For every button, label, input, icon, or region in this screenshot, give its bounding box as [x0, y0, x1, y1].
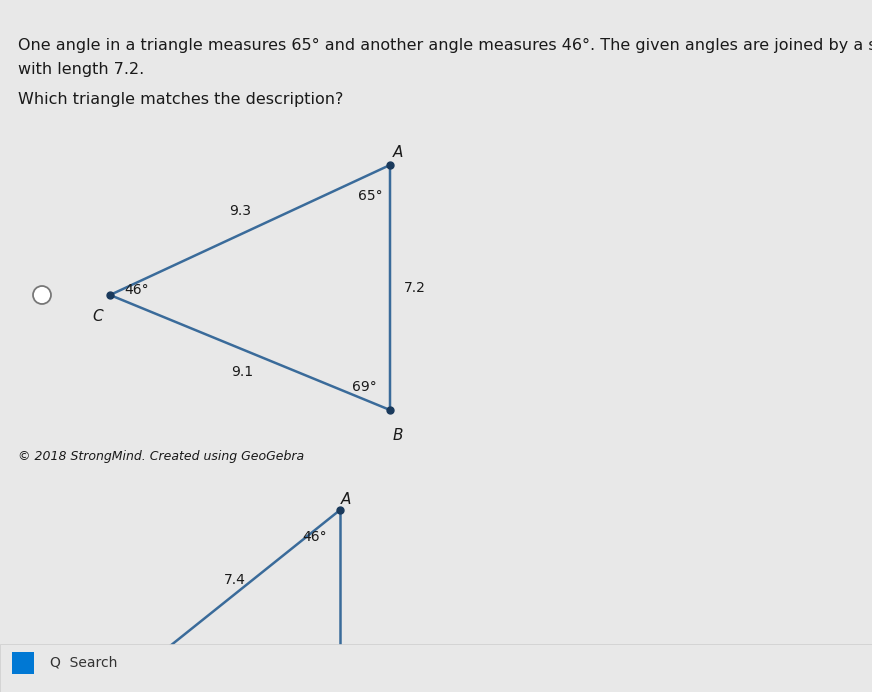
Text: C: C	[92, 309, 103, 324]
Text: Q  Search: Q Search	[50, 656, 118, 670]
Text: 46°: 46°	[302, 530, 327, 544]
Text: with length 7.2.: with length 7.2.	[18, 62, 144, 77]
Text: © 2018 StrongMind. Created using GeoGebra: © 2018 StrongMind. Created using GeoGebr…	[18, 450, 304, 463]
Text: A: A	[392, 145, 403, 160]
Text: Which triangle matches the description?: Which triangle matches the description?	[18, 92, 344, 107]
Text: 7.2: 7.2	[354, 648, 376, 662]
Text: 69°: 69°	[352, 380, 377, 394]
Text: 46°: 46°	[124, 283, 148, 297]
Text: 65°: 65°	[358, 189, 383, 203]
Bar	[12, 652, 34, 674]
Text: 9.3: 9.3	[229, 204, 251, 218]
Text: 9.1: 9.1	[231, 365, 253, 379]
Circle shape	[33, 286, 51, 304]
Text: 7.2: 7.2	[404, 280, 426, 295]
Bar	[0, 644, 872, 692]
Text: B: B	[392, 428, 403, 443]
Text: One angle in a triangle measures 65° and another angle measures 46°. The given a: One angle in a triangle measures 65° and…	[18, 38, 872, 53]
Text: 7.4: 7.4	[223, 573, 245, 587]
Text: A: A	[341, 492, 351, 507]
